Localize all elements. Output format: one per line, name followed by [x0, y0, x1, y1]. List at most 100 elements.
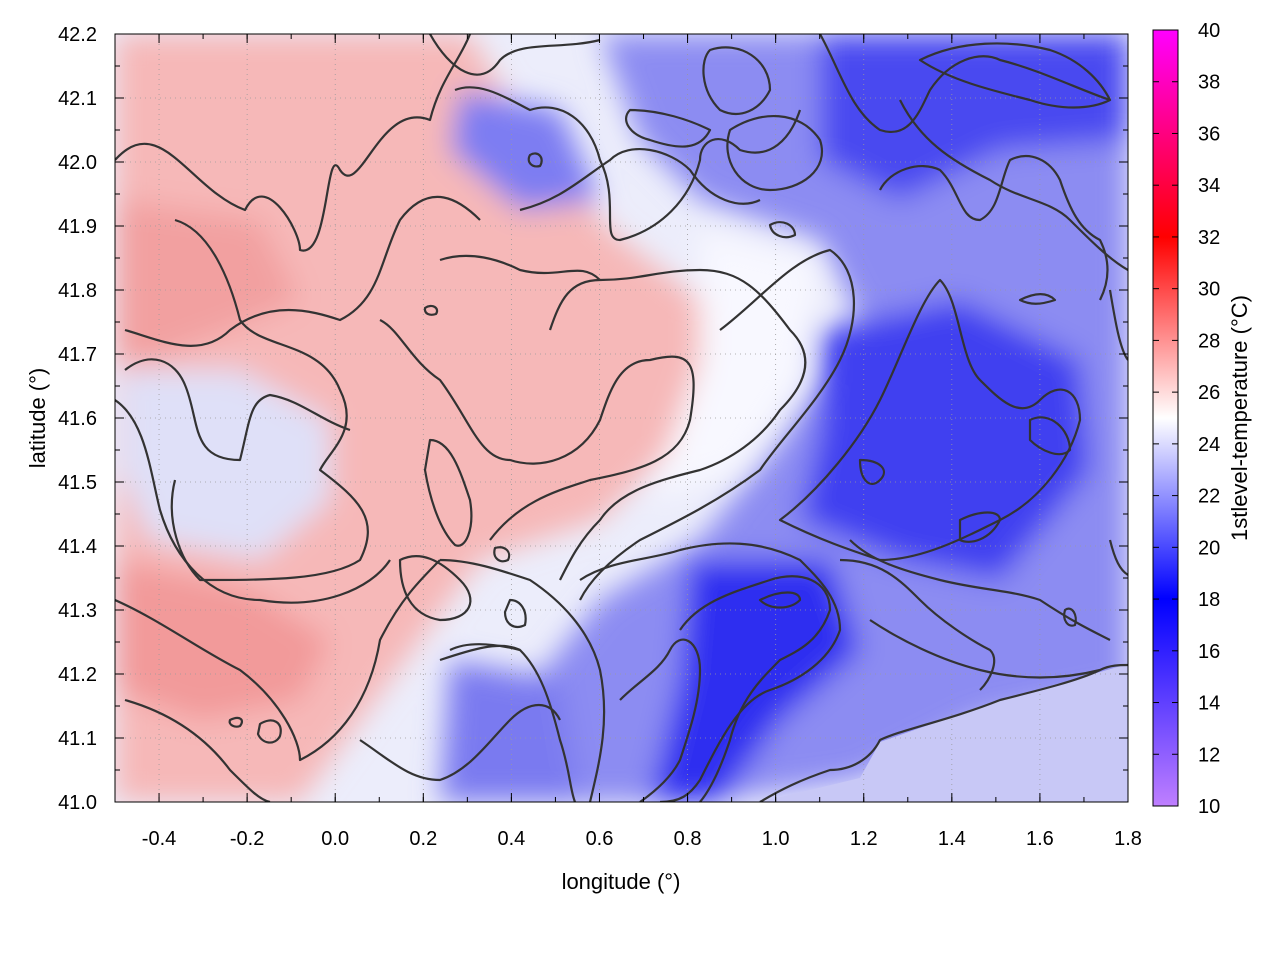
contour-line [1063, 607, 1077, 627]
colorbar-ticks [1153, 29, 1178, 807]
colorbar-tick-label: 40 [1198, 20, 1220, 42]
contour-line [759, 663, 1128, 802]
colorbar-tick-label: 24 [1198, 434, 1220, 456]
colorbar-tick-label: 20 [1198, 537, 1220, 559]
cold-core-north [820, 34, 1128, 200]
contour-line [548, 268, 807, 581]
sea-region [760, 664, 1128, 802]
contour-line [256, 719, 282, 744]
colorbar-tick-label: 30 [1198, 279, 1220, 301]
contour-line [379, 319, 695, 541]
contour-line [869, 619, 1101, 679]
contour-line [579, 248, 855, 601]
x-tick-label: 1.0 [762, 828, 790, 850]
contour-line [423, 438, 473, 547]
contour-line [1108, 289, 1128, 361]
contour-line [858, 458, 885, 485]
y-tick-label: 41.3 [58, 600, 97, 622]
contour-line [423, 304, 439, 316]
colorbar-tick-label: 26 [1198, 382, 1220, 404]
colorbar-tick-label: 32 [1198, 227, 1220, 249]
contour-line [398, 555, 472, 622]
warm-core-west [115, 200, 300, 360]
x-tick-label: 1.6 [1026, 828, 1054, 850]
contour-line [849, 539, 1111, 641]
contour-line [1028, 416, 1072, 456]
contour-line [619, 638, 702, 802]
contour-line [503, 598, 527, 628]
colorbar-tick-label: 34 [1198, 175, 1220, 197]
contour-line [519, 148, 761, 212]
x-tick-label: 0.4 [497, 828, 525, 850]
y-tick-label: 42.1 [58, 88, 97, 110]
contour-line [839, 558, 996, 691]
contour-line [115, 34, 472, 252]
colorbar-tick-label: 12 [1198, 744, 1220, 766]
contour-line [702, 46, 772, 115]
colorbar: 10 12 14 16 18 20 22 24 26 28 30 32 34 36 38 40 1stleve… [1152, 20, 1252, 818]
heatmap-field [115, 34, 1128, 802]
cool-south [440, 660, 580, 802]
contour-line [679, 575, 832, 802]
contour-line [899, 99, 1128, 271]
x-tick-label: 1.2 [850, 828, 878, 850]
colorbar-tick-label: 38 [1198, 72, 1220, 94]
contour-line [124, 358, 351, 462]
white-band [650, 230, 820, 500]
y-tick-label: 41.6 [58, 408, 97, 430]
colorbar-label: 1stlevel-temperature (°C) [1227, 295, 1252, 541]
colorbar-gradient [1152, 29, 1179, 807]
contour-line [958, 511, 1002, 543]
contour-line [579, 542, 842, 802]
y-tick-label: 41.0 [58, 792, 97, 814]
contour-line [758, 591, 802, 609]
colorbar-tick-label: 36 [1198, 123, 1220, 145]
x-axis-tick-labels: -0.4 -0.2 0.0 0.2 0.4 0.6 0.8 1.0 1.2 1.4 1.6 1.8 [142, 828, 1142, 850]
contour-line [124, 698, 271, 802]
contour-line [228, 716, 244, 728]
colorbar-tick-label: 16 [1198, 641, 1220, 663]
contour-line [449, 643, 521, 652]
y-tick-label: 42.2 [58, 24, 97, 46]
y-tick-label: 41.2 [58, 664, 97, 686]
colorbar-tick-label: 28 [1198, 330, 1220, 352]
contour-line [918, 42, 1112, 109]
x-tick-label: 1.8 [1114, 828, 1142, 850]
contour-line [625, 108, 712, 148]
y-axis-label: latitude (°) [25, 368, 50, 469]
contour-line [115, 559, 441, 762]
x-tick-label: 0.8 [674, 828, 702, 850]
x-tick-label: -0.4 [142, 828, 176, 850]
y-tick-label: 41.5 [58, 472, 97, 494]
contour-line [439, 644, 577, 802]
y-axis-ticks [115, 33, 1128, 803]
contour-lines [115, 34, 1128, 802]
colorbar-tick-labels: 10 12 14 16 18 20 22 24 26 28 30 32 34 36 38 40 [1198, 20, 1220, 818]
contour-line [527, 152, 543, 168]
contour-line [429, 34, 601, 76]
contour-line [170, 218, 369, 582]
y-tick-label: 42.0 [58, 152, 97, 174]
contour-line [359, 704, 561, 782]
y-tick-label: 41.4 [58, 536, 97, 558]
contour-line [454, 86, 802, 242]
x-tick-label: 0.2 [409, 828, 437, 850]
colorbar-tick-label: 22 [1198, 486, 1220, 508]
y-axis-tick-labels: 41.0 41.1 41.2 41.3 41.4 41.5 41.6 41.7 41.8 41.9… [58, 24, 97, 814]
cool-northcentral [450, 90, 600, 210]
contour-line [115, 399, 391, 604]
y-tick-label: 41.1 [58, 728, 97, 750]
contour-line [1018, 293, 1057, 305]
cold-core-south [650, 560, 860, 802]
contour-line [879, 155, 1109, 301]
contour-line [819, 34, 1111, 133]
colorbar-tick-label: 18 [1198, 589, 1220, 611]
warm-core-southwest [115, 560, 330, 720]
y-tick-label: 41.7 [58, 344, 97, 366]
y-tick-label: 41.9 [58, 216, 97, 238]
y-tick-label: 41.8 [58, 280, 97, 302]
colorbar-tick-label: 10 [1198, 796, 1220, 818]
contour-line [439, 254, 601, 281]
x-axis-ticks [114, 34, 1129, 802]
